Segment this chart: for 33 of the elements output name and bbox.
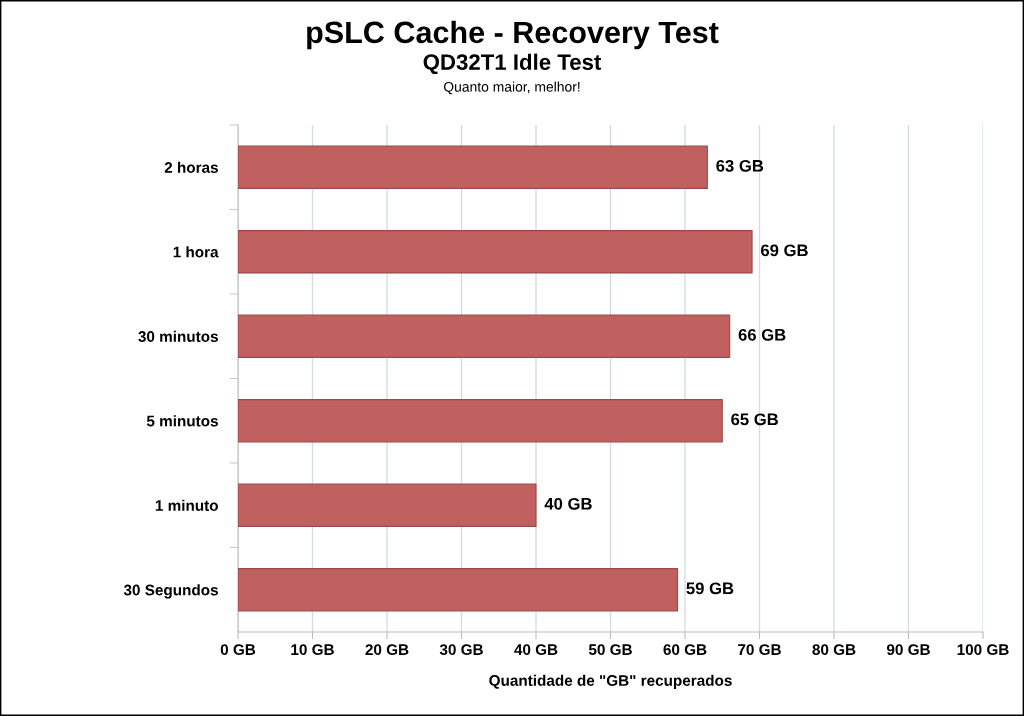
x-tick-label: 20 GB [365, 644, 409, 656]
data-label: 65 GB [731, 413, 778, 426]
x-axis-title: Quantidade de "GB" recuperados [489, 674, 732, 689]
chart-title: pSLC Cache - Recovery Test [307, 20, 719, 50]
bar [238, 399, 723, 443]
bar [238, 314, 731, 358]
data-label: 66 GB [738, 328, 786, 341]
x-tick-label: 50 GB [588, 644, 632, 656]
y-tick-label: 30 Segundos [123, 584, 218, 599]
x-tick-label: 0 GB [220, 644, 256, 656]
x-tick-label: 40 GB [514, 644, 558, 656]
data-label: 40 GB [544, 497, 592, 510]
y-tick-label: 30 minutos [138, 330, 218, 342]
x-tick-label: 60 GB [663, 644, 707, 656]
y-tick-label: 1 minuto [155, 499, 218, 511]
y-tick-label: 5 minutos [146, 415, 218, 427]
data-label: 63 GB [716, 159, 764, 172]
data-label: 59 GB [686, 582, 734, 595]
bar [238, 230, 753, 274]
x-tick-label: 70 GB [738, 644, 781, 656]
data-label: 69 GB [760, 244, 808, 257]
y-tick-label: 2 horas [164, 161, 218, 173]
x-tick-label: 10 GB [291, 644, 334, 656]
x-tick-label: 80 GB [812, 644, 856, 656]
y-tick-label: 1 hora [173, 246, 219, 258]
x-tick-label: 30 GB [439, 644, 483, 656]
chart-subtitle: QD32T1 Idle Test [423, 53, 602, 75]
x-tick-label: 100 GB [957, 644, 1009, 656]
x-tick-label: 90 GB [886, 644, 930, 656]
text: Quanto maior, melhor! [443, 81, 580, 95]
bar [238, 483, 537, 527]
bar [238, 145, 708, 189]
bar [238, 568, 679, 612]
